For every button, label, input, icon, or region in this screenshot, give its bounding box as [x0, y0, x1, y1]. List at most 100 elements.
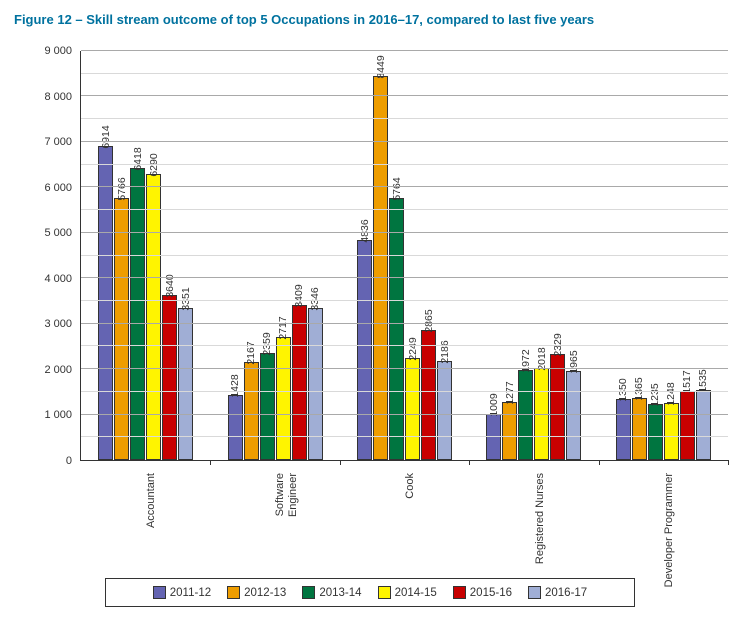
- bar: 4836: [357, 240, 372, 460]
- bar-group: 483684495764224928652186: [340, 51, 469, 460]
- bar-groups: 6914576664186290364033511428216723592717…: [81, 51, 728, 460]
- grid-line: [81, 186, 728, 187]
- bar-value-label: 3346: [309, 287, 321, 310]
- bar-value-label: 2249: [407, 337, 419, 360]
- bar: 1235: [648, 404, 663, 460]
- bar-value-label: 1235: [649, 383, 661, 406]
- grid-line: [81, 323, 728, 324]
- x-tick: [728, 460, 729, 465]
- bar-value-label: 1365: [633, 377, 645, 400]
- bar: 1965: [566, 371, 581, 460]
- legend-swatch: [302, 586, 315, 599]
- bar: 2717: [276, 337, 291, 460]
- figure-title: Figure 12 – Skill stream outcome of top …: [14, 12, 730, 27]
- y-tick-label: 5 000: [44, 227, 72, 239]
- legend-label: 2014-15: [395, 587, 437, 599]
- bar-value-label: 6914: [100, 125, 112, 148]
- y-tick-label: 1 000: [44, 409, 72, 421]
- bar: 1428: [228, 395, 243, 460]
- bar-group: 691457666418629036403351: [81, 51, 210, 460]
- bar-value-label: 6290: [148, 153, 160, 176]
- grid-line: [81, 277, 728, 278]
- bar-value-label: 2717: [277, 316, 289, 339]
- legend-label: 2012-13: [244, 587, 286, 599]
- legend-item: 2013-14: [302, 586, 361, 599]
- bar-value-label: 2865: [423, 309, 435, 332]
- y-tick-label: 8 000: [44, 91, 72, 103]
- y-tick-label: 9 000: [44, 45, 72, 57]
- y-tick-label: 0: [66, 455, 72, 467]
- bar-value-label: 2167: [245, 341, 257, 364]
- legend-label: 2011-12: [170, 587, 211, 599]
- bar: 1535: [696, 390, 711, 460]
- x-tick: [469, 460, 470, 465]
- bar-value-label: 2359: [261, 332, 273, 355]
- bar: 6290: [146, 174, 161, 460]
- bar-value-label: 3351: [180, 287, 192, 310]
- bar: 2249: [405, 358, 420, 460]
- bar-value-label: 8449: [375, 55, 387, 78]
- category-label: Developer Programmer: [663, 473, 676, 587]
- bar-group: 135013651235124815171535: [599, 51, 728, 460]
- legend-swatch: [528, 586, 541, 599]
- bar: 1972: [518, 370, 533, 460]
- bar: 3640: [162, 295, 177, 460]
- grid-line: [81, 141, 728, 142]
- grid-line: [81, 50, 728, 51]
- y-tick-label: 3 000: [44, 318, 72, 330]
- legend-item: 2014-15: [378, 586, 437, 599]
- legend-swatch: [153, 586, 166, 599]
- bar: 1277: [502, 402, 517, 460]
- category-label: Accountant: [145, 473, 158, 528]
- legend-item: 2011-12: [153, 586, 211, 599]
- x-tick: [340, 460, 341, 465]
- y-tick-label: 4 000: [44, 273, 72, 285]
- chart-legend: 2011-12 2012-13 2013-14 2014-15 2015-16 2016-…: [105, 578, 635, 607]
- x-tick: [210, 460, 211, 465]
- legend-swatch: [453, 586, 466, 599]
- category-label: Cook: [404, 473, 417, 499]
- grid-line: [81, 232, 728, 233]
- grid-minor-line: [81, 209, 728, 210]
- x-tick: [599, 460, 600, 465]
- legend-item: 2015-16: [453, 586, 512, 599]
- bar-value-label: 3409: [293, 284, 305, 307]
- bar: 5766: [114, 198, 129, 460]
- grid-minor-line: [81, 436, 728, 437]
- bar-group: 100912771972201823291965: [469, 51, 598, 460]
- bar-value-label: 1277: [504, 381, 516, 404]
- grid-minor-line: [81, 118, 728, 119]
- y-tick-label: 6 000: [44, 182, 72, 194]
- legend-item: 2012-13: [227, 586, 286, 599]
- bar-value-label: 2186: [439, 340, 451, 363]
- category-label: Registered Nurses: [534, 473, 547, 564]
- category-label: SoftwareEngineer: [274, 473, 299, 517]
- bar-value-label: 5766: [116, 177, 128, 200]
- y-axis: 01 0002 0003 0004 0005 0006 0007 0008 00…: [28, 51, 76, 461]
- grid-line: [81, 414, 728, 415]
- legend-item: 2016-17: [528, 586, 587, 599]
- bar: 1248: [664, 403, 679, 460]
- bar: 1350: [616, 399, 631, 460]
- bar-group: 142821672359271734093346: [210, 51, 339, 460]
- grid-minor-line: [81, 255, 728, 256]
- legend-swatch: [227, 586, 240, 599]
- bar: 1365: [632, 398, 647, 460]
- bar: 6418: [130, 168, 145, 460]
- legend-label: 2016-17: [545, 587, 587, 599]
- grid-minor-line: [81, 73, 728, 74]
- y-tick-label: 2 000: [44, 364, 72, 376]
- grid-minor-line: [81, 300, 728, 301]
- bar: 8449: [373, 76, 388, 460]
- grid-line: [81, 368, 728, 369]
- bar: 2865: [421, 330, 436, 460]
- y-tick-label: 7 000: [44, 136, 72, 148]
- bar-value-label: 1428: [229, 374, 241, 397]
- bar: 5764: [389, 198, 404, 460]
- bar: 2186: [437, 361, 452, 460]
- bar-value-label: 1248: [665, 383, 677, 406]
- grid-minor-line: [81, 391, 728, 392]
- bar-chart: 01 0002 0003 0004 0005 0006 0007 0008 00…: [28, 51, 728, 461]
- grid-line: [81, 95, 728, 96]
- bar-value-label: 1965: [568, 350, 580, 373]
